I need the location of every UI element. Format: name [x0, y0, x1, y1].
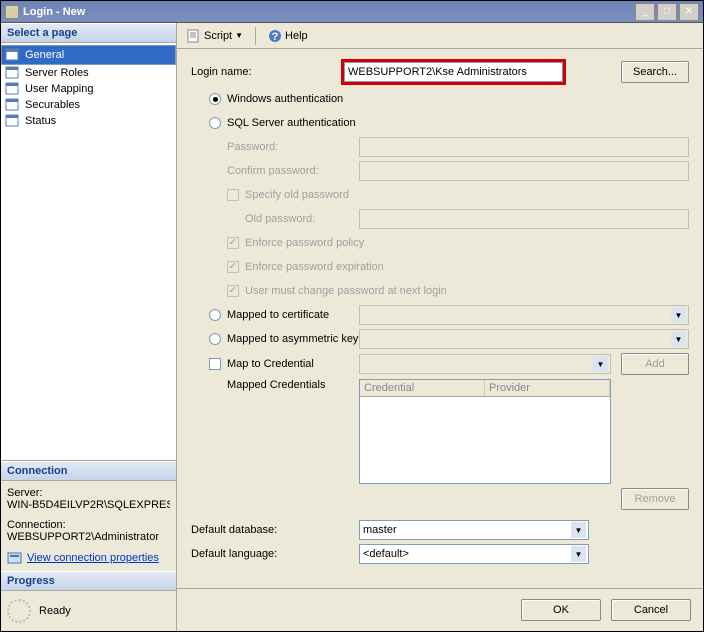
mapped-asym-label: Mapped to asymmetric key	[227, 333, 359, 345]
page-icon	[5, 82, 21, 96]
login-name-highlight	[341, 59, 566, 85]
mapped-credentials-label: Mapped Credentials	[227, 379, 359, 391]
help-icon: ?	[268, 29, 282, 43]
default-lang-select[interactable]: <default>▼	[359, 544, 589, 564]
password-label: Password:	[227, 141, 359, 153]
sql-auth-label: SQL Server authentication	[227, 117, 356, 129]
page-user-mapping[interactable]: User Mapping	[1, 81, 176, 97]
map-to-credential-check[interactable]	[209, 358, 221, 370]
col-provider: Provider	[485, 380, 610, 396]
progress-spinner-icon	[7, 599, 31, 623]
default-lang-label: Default language:	[191, 548, 359, 560]
page-status[interactable]: Status	[1, 113, 176, 129]
login-name-input[interactable]	[344, 62, 563, 82]
main-panel: Script ▼ ? Help Login name: Search...	[177, 23, 703, 631]
connection-panel: Server: WIN-B5D4EILVP2R\SQLEXPRESS Conne…	[1, 481, 176, 571]
help-button[interactable]: ? Help	[264, 27, 312, 45]
progress-status: Ready	[39, 605, 71, 617]
default-db-select[interactable]: master▼	[359, 520, 589, 540]
separator	[255, 27, 256, 45]
confirm-password-input	[359, 161, 689, 181]
default-db-label: Default database:	[191, 524, 359, 536]
enforce-expiration-check: ✓	[227, 261, 239, 273]
page-general[interactable]: General	[1, 45, 176, 65]
form-area: Login name: Search... Windows authentica…	[177, 49, 703, 588]
close-button[interactable]: ✕	[679, 3, 699, 21]
mapped-credentials-grid[interactable]: Credential Provider	[359, 379, 611, 484]
enforce-policy-label: Enforce password policy	[245, 237, 364, 249]
page-label: User Mapping	[25, 83, 93, 95]
mapped-asym-radio[interactable]	[209, 333, 221, 345]
page-securables[interactable]: Securables	[1, 97, 176, 113]
specify-old-password-check	[227, 189, 239, 201]
page-icon	[5, 48, 21, 62]
enforce-expiration-label: Enforce password expiration	[245, 261, 384, 273]
page-list: General Server Roles User Mapping Secura…	[1, 43, 176, 461]
page-icon	[5, 98, 21, 112]
add-button: Add	[621, 353, 689, 375]
old-password-label: Old password:	[245, 213, 359, 225]
server-value: WIN-B5D4EILVP2R\SQLEXPRESS	[7, 499, 170, 511]
certificate-select: ▼	[359, 305, 689, 325]
page-label: Server Roles	[25, 67, 89, 79]
connection-header: Connection	[1, 461, 176, 481]
script-icon	[187, 29, 201, 43]
dialog-window: Login - New _ □ ✕ Select a page General …	[0, 0, 704, 632]
asymmetric-key-select: ▼	[359, 329, 689, 349]
footer: OK Cancel	[177, 588, 703, 631]
app-icon	[5, 5, 19, 19]
remove-button: Remove	[621, 488, 689, 510]
old-password-input	[359, 209, 689, 229]
password-input	[359, 137, 689, 157]
specify-old-password-label: Specify old password	[245, 189, 349, 201]
select-page-header: Select a page	[1, 23, 176, 43]
toolbar: Script ▼ ? Help	[177, 23, 703, 49]
maximize-button[interactable]: □	[657, 3, 677, 21]
page-label: General	[25, 49, 64, 61]
windows-auth-label: Windows authentication	[227, 93, 343, 105]
page-label: Status	[25, 115, 56, 127]
search-button[interactable]: Search...	[621, 61, 689, 83]
dropdown-arrow-icon: ▼	[235, 31, 243, 40]
sidebar: Select a page General Server Roles User …	[1, 23, 177, 631]
progress-header: Progress	[1, 571, 176, 591]
page-icon	[5, 66, 21, 80]
sql-auth-radio[interactable]	[209, 117, 221, 129]
mapped-cert-label: Mapped to certificate	[227, 309, 359, 321]
svg-text:?: ?	[272, 31, 279, 43]
page-icon	[5, 114, 21, 128]
page-label: Securables	[25, 99, 80, 111]
minimize-button[interactable]: _	[635, 3, 655, 21]
credential-select: ▼	[359, 354, 611, 374]
windows-auth-radio[interactable]	[209, 93, 221, 105]
must-change-check: ✓	[227, 285, 239, 297]
map-to-credential-label: Map to Credential	[227, 358, 359, 370]
cancel-button[interactable]: Cancel	[611, 599, 691, 621]
view-connection-properties-link[interactable]: View connection properties	[27, 552, 159, 564]
must-change-label: User must change password at next login	[245, 285, 447, 297]
connection-label: Connection:	[7, 519, 170, 531]
col-credential: Credential	[360, 380, 485, 396]
mapped-cert-radio[interactable]	[209, 309, 221, 321]
confirm-password-label: Confirm password:	[227, 165, 359, 177]
ok-button[interactable]: OK	[521, 599, 601, 621]
properties-icon	[7, 551, 23, 565]
script-button[interactable]: Script ▼	[183, 27, 247, 45]
titlebar[interactable]: Login - New _ □ ✕	[1, 1, 703, 23]
progress-panel: Ready	[1, 591, 176, 631]
enforce-policy-check: ✓	[227, 237, 239, 249]
page-server-roles[interactable]: Server Roles	[1, 65, 176, 81]
server-label: Server:	[7, 487, 170, 499]
login-name-label: Login name:	[191, 66, 341, 78]
connection-value: WEBSUPPORT2\Administrator	[7, 531, 170, 543]
window-title: Login - New	[23, 6, 633, 18]
